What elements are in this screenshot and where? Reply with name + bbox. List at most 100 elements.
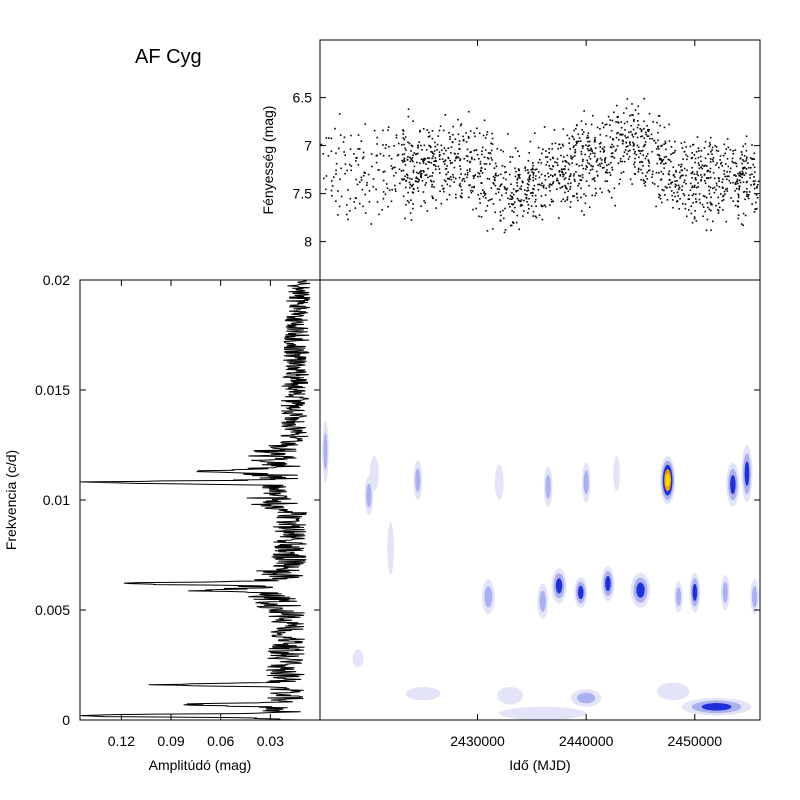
light-curve-point: [632, 145, 635, 147]
light-curve-point: [375, 161, 378, 164]
light-curve-point: [387, 126, 390, 128]
light-curve-point: [492, 182, 495, 184]
light-curve-point: [534, 194, 537, 197]
light-curve-point: [596, 158, 599, 160]
light-curve-point: [548, 186, 551, 188]
light-curve-point: [616, 145, 619, 147]
light-curve-point: [406, 158, 409, 161]
light-curve-point: [538, 183, 541, 186]
light-curve-point: [527, 178, 529, 181]
light-curve-point: [581, 133, 584, 136]
light-curve-point: [618, 183, 621, 185]
light-curve-point: [623, 151, 626, 153]
light-curve-point: [418, 179, 421, 181]
light-curve-point: [632, 148, 635, 151]
light-curve-point: [558, 217, 560, 219]
light-curve-point: [436, 143, 439, 146]
light-curve-point: [560, 154, 562, 157]
light-curve-point: [604, 161, 606, 164]
light-curve-point: [624, 129, 626, 131]
light-curve-point: [387, 205, 389, 208]
light-curve-point: [610, 146, 613, 149]
light-curve-point: [696, 171, 698, 173]
light-curve-point: [594, 152, 596, 155]
light-curve-point: [458, 184, 461, 187]
light-curve-point: [685, 215, 688, 218]
light-curve-point: [462, 177, 464, 180]
light-curve-point: [391, 188, 393, 191]
light-curve-point: [735, 187, 738, 190]
light-curve-point: [658, 157, 661, 160]
light-curve-point: [364, 212, 367, 214]
light-curve-point: [424, 158, 427, 160]
light-curve-point: [502, 209, 504, 212]
light-curve-point: [470, 156, 473, 159]
light-curve-point: [452, 125, 455, 128]
light-curve-point: [460, 196, 462, 198]
light-curve-point: [407, 156, 409, 158]
light-curve-point: [599, 165, 602, 167]
light-curve-point: [740, 173, 743, 175]
light-curve-point: [388, 155, 391, 157]
light-curve-point: [729, 167, 732, 170]
light-curve-point: [726, 138, 729, 140]
light-curve-point: [691, 143, 694, 146]
light-curve-point: [535, 216, 538, 219]
light-curve-point: [715, 204, 717, 207]
light-curve-point: [327, 155, 330, 157]
light-curve-point: [431, 157, 433, 160]
light-curve-point: [737, 196, 740, 199]
light-curve-point: [559, 174, 562, 176]
light-curve-point: [722, 187, 724, 189]
light-curve-point: [756, 187, 758, 189]
light-curve-point: [509, 205, 511, 208]
light-curve-point: [362, 156, 365, 158]
light-curve-point: [603, 146, 606, 148]
light-curve-point: [652, 121, 654, 123]
light-curve-point: [709, 161, 712, 163]
light-curve-point: [412, 169, 415, 172]
light-curve-point: [552, 181, 555, 183]
light-curve-point: [585, 144, 587, 147]
light-curve-point: [632, 114, 634, 116]
light-curve-point: [648, 162, 651, 164]
light-curve-point: [682, 174, 684, 177]
light-curve-point: [664, 185, 667, 188]
light-curve-point: [674, 186, 677, 188]
contour-region: [545, 474, 551, 499]
light-curve-point: [382, 197, 385, 200]
light-curve-point: [477, 175, 479, 178]
light-curve-point: [588, 155, 591, 158]
light-curve-point: [486, 157, 489, 159]
light-curve-point: [737, 217, 740, 220]
light-curve-point: [701, 176, 703, 179]
light-curve-point: [511, 156, 514, 158]
contour-region: [665, 473, 670, 487]
light-curve-point: [532, 164, 534, 167]
light-curve-point: [752, 180, 755, 183]
light-curve-point: [443, 190, 445, 193]
light-curve-point: [339, 178, 341, 181]
light-curve-point: [594, 194, 597, 197]
light-curve-point: [578, 174, 580, 177]
light-curve-point: [634, 157, 636, 160]
light-curve-point: [514, 147, 517, 149]
light-curve-point: [753, 187, 756, 190]
light-curve-point: [579, 140, 582, 142]
light-curve-point: [347, 218, 349, 221]
light-curve-point: [562, 198, 565, 201]
light-curve-point: [392, 166, 395, 169]
light-curve-point: [754, 208, 757, 210]
light-curve-point: [506, 197, 509, 200]
light-curve-point: [347, 189, 349, 191]
light-curve-point: [682, 192, 685, 195]
light-curve-point: [704, 140, 707, 143]
light-curve-point: [495, 172, 497, 175]
light-curve-point: [686, 169, 688, 172]
light-curve-point: [476, 127, 478, 130]
light-curve-point: [470, 191, 473, 194]
light-curve-point: [698, 198, 701, 201]
light-curve-point: [617, 131, 619, 134]
light-curve-point: [700, 179, 702, 181]
light-curve-point: [582, 131, 585, 133]
